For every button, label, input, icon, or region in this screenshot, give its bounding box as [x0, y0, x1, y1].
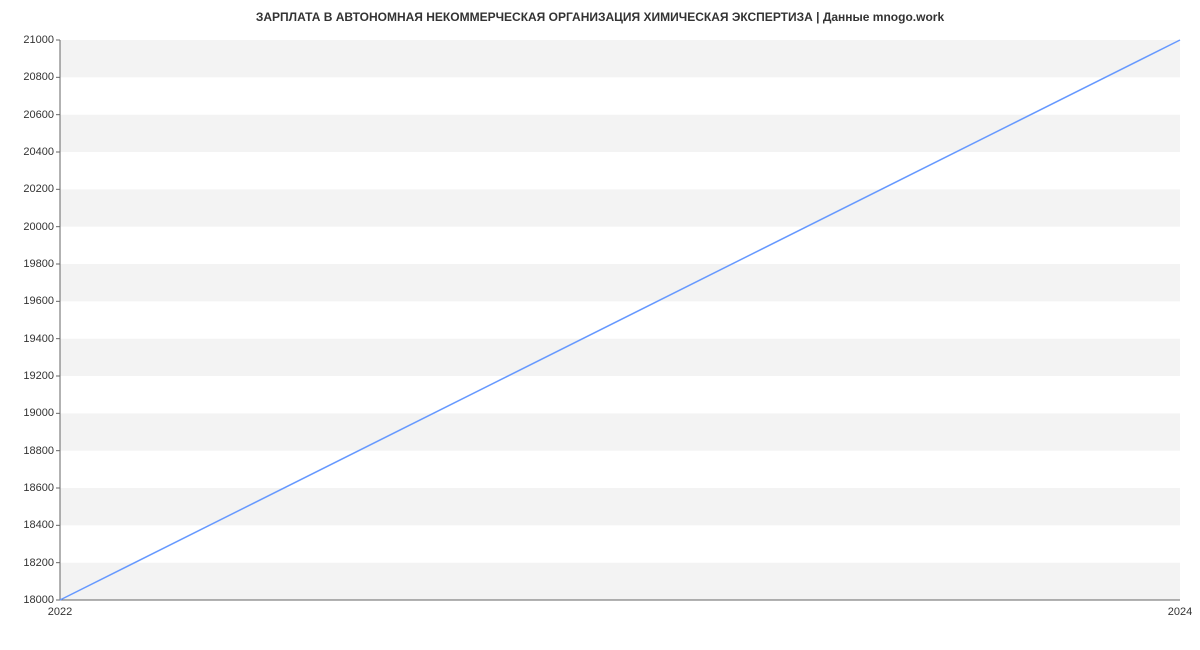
grid-band — [60, 451, 1180, 488]
chart-area: 1800018200184001860018800190001920019400… — [60, 40, 1180, 600]
y-tick-label: 18800 — [23, 445, 54, 457]
y-tick-label: 18400 — [23, 519, 54, 531]
y-tick-label: 20600 — [23, 109, 54, 121]
grid-band — [60, 376, 1180, 413]
grid-band — [60, 413, 1180, 450]
y-tick-label: 20400 — [23, 146, 54, 158]
grid-band — [60, 339, 1180, 376]
y-tick-label: 20200 — [23, 183, 54, 195]
y-tick-label: 19600 — [23, 295, 54, 307]
grid-band — [60, 488, 1180, 525]
grid-band — [60, 189, 1180, 226]
y-tick-label: 21000 — [23, 34, 54, 46]
y-tick-label: 18200 — [23, 557, 54, 569]
x-tick-label: 2024 — [1168, 606, 1192, 618]
y-tick-label: 18600 — [23, 482, 54, 494]
chart-svg — [60, 40, 1180, 600]
y-tick-label: 19400 — [23, 333, 54, 345]
grid-band — [60, 227, 1180, 264]
grid-band — [60, 264, 1180, 301]
y-tick-label: 20800 — [23, 71, 54, 83]
y-tick-label: 20000 — [23, 221, 54, 233]
x-tick-label: 2022 — [48, 606, 72, 618]
grid-band — [60, 525, 1180, 562]
grid-band — [60, 40, 1180, 77]
grid-band — [60, 77, 1180, 114]
grid-band — [60, 115, 1180, 152]
y-tick-label: 18000 — [23, 594, 54, 606]
y-tick-label: 19200 — [23, 370, 54, 382]
y-tick-label: 19800 — [23, 258, 54, 270]
grid-band — [60, 563, 1180, 600]
chart-title: ЗАРПЛАТА В АВТОНОМНАЯ НЕКОММЕРЧЕСКАЯ ОРГ… — [0, 10, 1200, 24]
y-tick-label: 19000 — [23, 407, 54, 419]
grid-band — [60, 152, 1180, 189]
